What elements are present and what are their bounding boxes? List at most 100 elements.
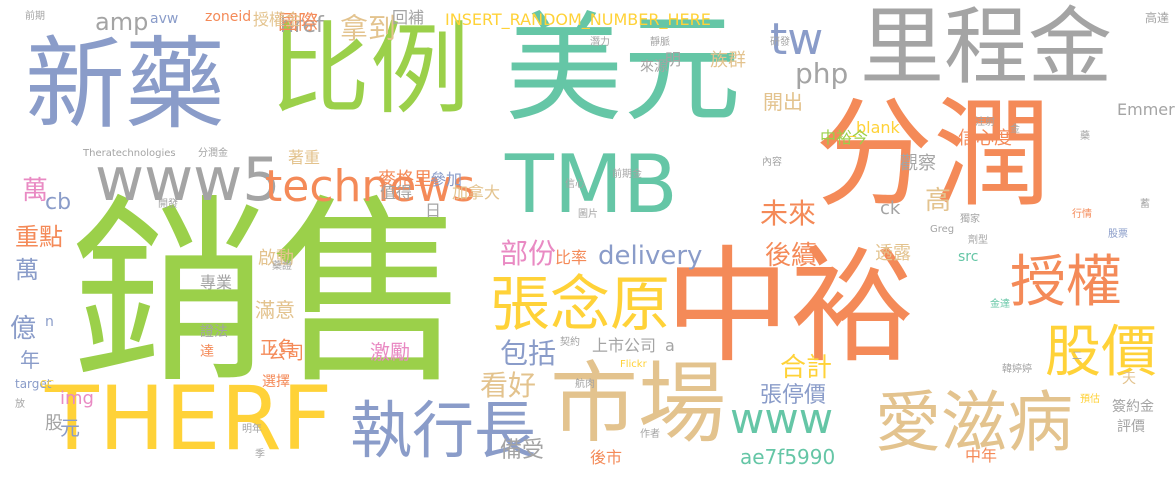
word-toulu: 透露	[875, 243, 911, 264]
word-gujia: 股價	[1045, 320, 1157, 385]
word-fang: 放	[15, 399, 25, 410]
word-aizibing: 愛滋病	[875, 384, 1073, 461]
word-tupian: 圖片	[578, 209, 598, 220]
word-ri: 日	[425, 201, 442, 220]
word-cb: cb	[45, 190, 72, 215]
word-shouquan: 授權	[1010, 250, 1122, 315]
word-www: www	[730, 394, 834, 443]
word-maigeli: 麥格里	[378, 169, 432, 190]
word-xinxin: 信心	[565, 179, 585, 190]
word-qianli: 潛力	[590, 37, 610, 48]
word-greg: Greg	[930, 224, 955, 235]
word-insert-random-number-here: INSERT_RANDOM_NUMBER_HERE	[445, 10, 711, 29]
word-blank: _blank	[848, 118, 900, 137]
word-href: href	[280, 13, 324, 38]
word-zoneid: zoneid	[205, 9, 252, 25]
word-zhuozhong: 著重	[288, 148, 321, 167]
word-zhide: 值得	[380, 183, 413, 202]
word-weilai: 未來	[760, 197, 817, 230]
word-meiyuan: 美元	[505, 0, 742, 138]
word-ae7f5990: ae7f5990	[740, 445, 836, 469]
word-jin: 金	[1010, 124, 1020, 135]
word-yao: 藥	[1080, 131, 1090, 142]
word-kanhao: 看好	[480, 369, 537, 402]
word-baokuo: 包括	[500, 337, 557, 370]
word-qianqijin: 前期金	[612, 169, 642, 180]
word-avw: avw	[150, 11, 179, 27]
word-qidong: 啟動	[258, 248, 294, 269]
word-jianada: 加拿大	[452, 183, 501, 202]
word-yanfa: 研發	[770, 37, 790, 48]
word-shouquanjin: 授權金	[253, 10, 302, 29]
word-shichang: 市場	[550, 352, 727, 455]
word-guoji: 國際	[278, 10, 318, 34]
word-xiaoshou: 銷售	[70, 178, 471, 411]
word-zuozhe: 作者	[640, 429, 660, 440]
word-zhixingzhang: 執行長	[350, 394, 537, 467]
word-houshi: 後市	[590, 448, 623, 467]
word-zhengfa: 證法	[200, 324, 228, 340]
word-zhushe: 注射	[975, 117, 995, 128]
word-beishou: 備受	[500, 438, 545, 463]
word-houxu: 後續	[765, 241, 818, 271]
word-img: img	[60, 388, 94, 409]
word-tmb: TMB	[505, 138, 678, 231]
word-nadao: 拿到	[340, 12, 397, 45]
word-jixing: 劑型	[968, 235, 988, 246]
word-yaozheng: 藥證	[272, 261, 292, 272]
word-therf: THERF	[45, 367, 333, 470]
word-amp: amp	[95, 8, 149, 36]
word-tw: tw	[770, 14, 824, 65]
word-delivery: delivery	[598, 241, 703, 271]
word-bili: 比例	[270, 11, 470, 128]
word-gupiao: 股票	[1108, 229, 1128, 240]
word-zhangtingjia: 張停價	[760, 383, 827, 408]
word-gu: 股	[45, 413, 63, 434]
word-src: src	[958, 249, 979, 265]
word-ming: 明	[665, 50, 682, 69]
word-gaoda: 高達	[1145, 11, 1170, 25]
word-theratechnologies: Theratechnologies	[83, 148, 176, 159]
word-pingjia: 評價	[1117, 419, 1145, 435]
word-heji: 合計	[780, 353, 833, 383]
word-mingnian: 明年	[242, 424, 262, 435]
word-guancha: 觀察	[900, 153, 936, 174]
word-zuqun: 族群	[710, 50, 746, 71]
word-php: php	[795, 57, 849, 90]
word-neirong: 內容	[762, 157, 782, 168]
word-wan: 萬	[22, 176, 49, 206]
word-cc: CC	[40, 379, 54, 390]
word-hantingting: 韓婷婷	[1002, 364, 1032, 375]
word-yi: 億	[10, 314, 37, 344]
word-zhangnianyuan: 張念原	[490, 270, 670, 340]
word-hangqing: 行情	[1072, 209, 1092, 220]
word-fenrunjin: 分潤金	[198, 148, 228, 159]
word-fenrun: 分潤	[815, 85, 1052, 223]
word-gao: 高	[925, 186, 952, 216]
word-jili: 激勵	[370, 340, 410, 364]
word-manyi: 滿意	[255, 298, 295, 322]
word-dujia: 獨家	[960, 214, 980, 225]
word-laiyuan: 來源	[640, 59, 668, 75]
word-zhongnian: 中年	[965, 446, 998, 465]
word-nian: 年	[20, 348, 40, 372]
word-target: target	[15, 377, 52, 391]
word-qianqi: 前期	[25, 11, 45, 22]
word-n: n	[45, 314, 54, 330]
word-yuan: 元	[60, 416, 80, 440]
word-qianyuejin: 簽約金	[1112, 399, 1154, 415]
word-qiyue: 契約	[560, 337, 580, 348]
word-bilv: 比率	[555, 248, 588, 267]
word-zhongyu: 中裕	[665, 235, 915, 380]
word-tian: 天	[1122, 371, 1136, 387]
word-xuanze: 選擇	[262, 374, 290, 390]
word-bufen: 部份	[500, 237, 557, 270]
word-xinyao: 新藥	[25, 26, 225, 143]
word-flickr: Flickr	[620, 359, 647, 370]
word-shangshigongsi: 上市公司	[592, 336, 657, 355]
word-zhongdian: 重點	[15, 223, 63, 251]
word-huibu: 回補	[392, 8, 425, 27]
word-ck: ck	[880, 198, 901, 219]
word-jingmai: 靜脈	[650, 37, 670, 48]
word-wan-small: 萬	[15, 256, 39, 284]
